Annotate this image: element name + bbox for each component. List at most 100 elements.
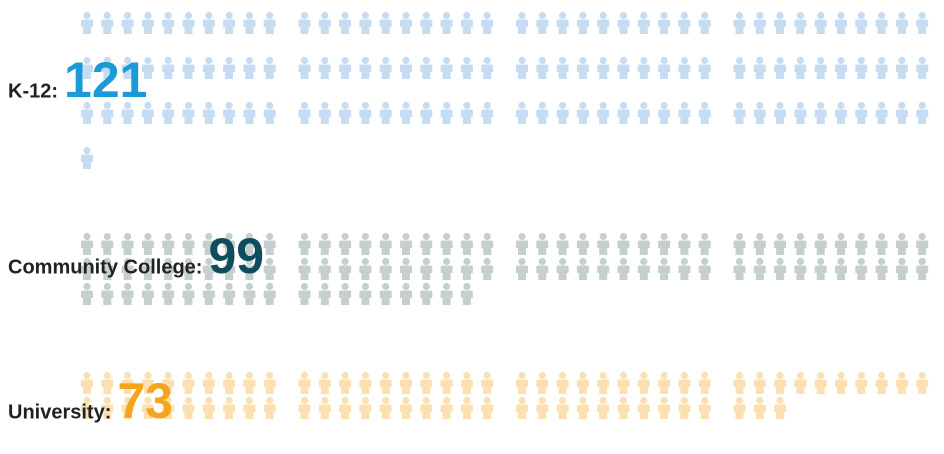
person-head xyxy=(382,282,390,291)
person-body xyxy=(576,265,589,280)
person-body xyxy=(536,379,549,394)
person-body xyxy=(698,19,711,34)
person-body xyxy=(617,19,630,34)
person-body xyxy=(698,64,711,79)
person-body xyxy=(202,404,215,419)
person-head xyxy=(382,396,390,405)
person-head xyxy=(640,56,648,65)
person-body xyxy=(556,265,569,280)
person-head xyxy=(735,396,744,405)
person-body xyxy=(895,109,908,124)
person-body xyxy=(576,379,589,394)
person-body xyxy=(339,290,352,305)
person-head xyxy=(817,232,825,241)
person-head xyxy=(518,257,526,266)
person-body xyxy=(855,265,868,280)
person-head xyxy=(898,371,906,380)
person-head xyxy=(660,232,668,241)
person-body xyxy=(916,379,929,394)
person-head xyxy=(680,257,689,266)
person-head xyxy=(756,371,764,380)
person-body xyxy=(556,64,569,79)
pictogram-row xyxy=(81,371,929,419)
person-body xyxy=(400,290,412,305)
pictogram-row xyxy=(81,232,929,305)
person-body xyxy=(637,64,650,79)
person-head xyxy=(124,371,132,380)
person-body xyxy=(318,64,331,79)
person-head xyxy=(83,232,91,241)
person-body xyxy=(298,109,311,124)
person-head xyxy=(538,11,546,20)
person-head xyxy=(837,371,845,380)
person-head xyxy=(483,56,491,65)
person-body xyxy=(597,19,610,34)
person-head xyxy=(422,396,430,405)
person-body xyxy=(141,290,154,305)
person-body xyxy=(141,109,154,124)
person-body xyxy=(855,19,868,34)
person-head xyxy=(422,282,430,291)
person-head xyxy=(245,396,253,405)
person-head xyxy=(538,371,546,380)
person-head xyxy=(918,101,926,110)
person-body xyxy=(617,109,630,124)
person-head xyxy=(402,396,410,405)
person-head xyxy=(463,396,471,405)
person-head xyxy=(660,371,668,380)
person-head xyxy=(422,11,430,20)
person-head xyxy=(619,371,628,380)
person-head xyxy=(245,282,253,291)
person-body xyxy=(162,109,175,124)
person-body xyxy=(658,379,671,394)
person-body xyxy=(440,290,453,305)
person-body xyxy=(223,290,236,305)
person-head xyxy=(756,232,764,241)
person-body xyxy=(753,265,766,280)
person-body xyxy=(121,64,134,79)
person-head xyxy=(144,396,152,405)
person-body xyxy=(637,19,650,34)
person-body xyxy=(263,379,276,394)
person-body xyxy=(162,265,175,280)
person-body xyxy=(318,19,331,34)
person-body xyxy=(81,290,93,305)
person-body xyxy=(733,64,746,79)
person-head xyxy=(266,282,274,291)
person-body xyxy=(298,290,311,305)
person-body xyxy=(400,109,412,124)
person-body xyxy=(420,290,433,305)
person-body xyxy=(516,109,528,124)
person-body xyxy=(101,290,114,305)
person-body xyxy=(81,64,93,79)
person-body xyxy=(121,404,134,419)
person-body xyxy=(379,379,392,394)
person-body xyxy=(440,379,453,394)
person-body xyxy=(814,64,827,79)
person-body xyxy=(202,64,215,79)
person-head xyxy=(245,11,253,20)
person-head xyxy=(599,257,607,266)
person-body xyxy=(141,265,154,280)
person-head xyxy=(225,56,233,65)
person-body xyxy=(753,404,766,419)
person-head xyxy=(225,11,233,20)
person-head xyxy=(164,56,172,65)
person-head xyxy=(341,101,349,110)
person-head xyxy=(680,396,689,405)
person-head xyxy=(184,371,193,380)
person-head xyxy=(245,257,253,266)
person-body xyxy=(379,404,392,419)
person-head xyxy=(83,396,91,405)
person-body xyxy=(617,404,630,419)
person-head xyxy=(164,396,172,405)
person-body xyxy=(597,109,610,124)
person-body xyxy=(162,64,175,79)
person-body xyxy=(678,19,691,34)
person-body xyxy=(460,265,473,280)
person-body xyxy=(400,265,412,280)
person-body xyxy=(576,109,589,124)
person-body xyxy=(460,290,473,305)
person-head xyxy=(341,232,349,241)
person-body xyxy=(121,379,134,394)
